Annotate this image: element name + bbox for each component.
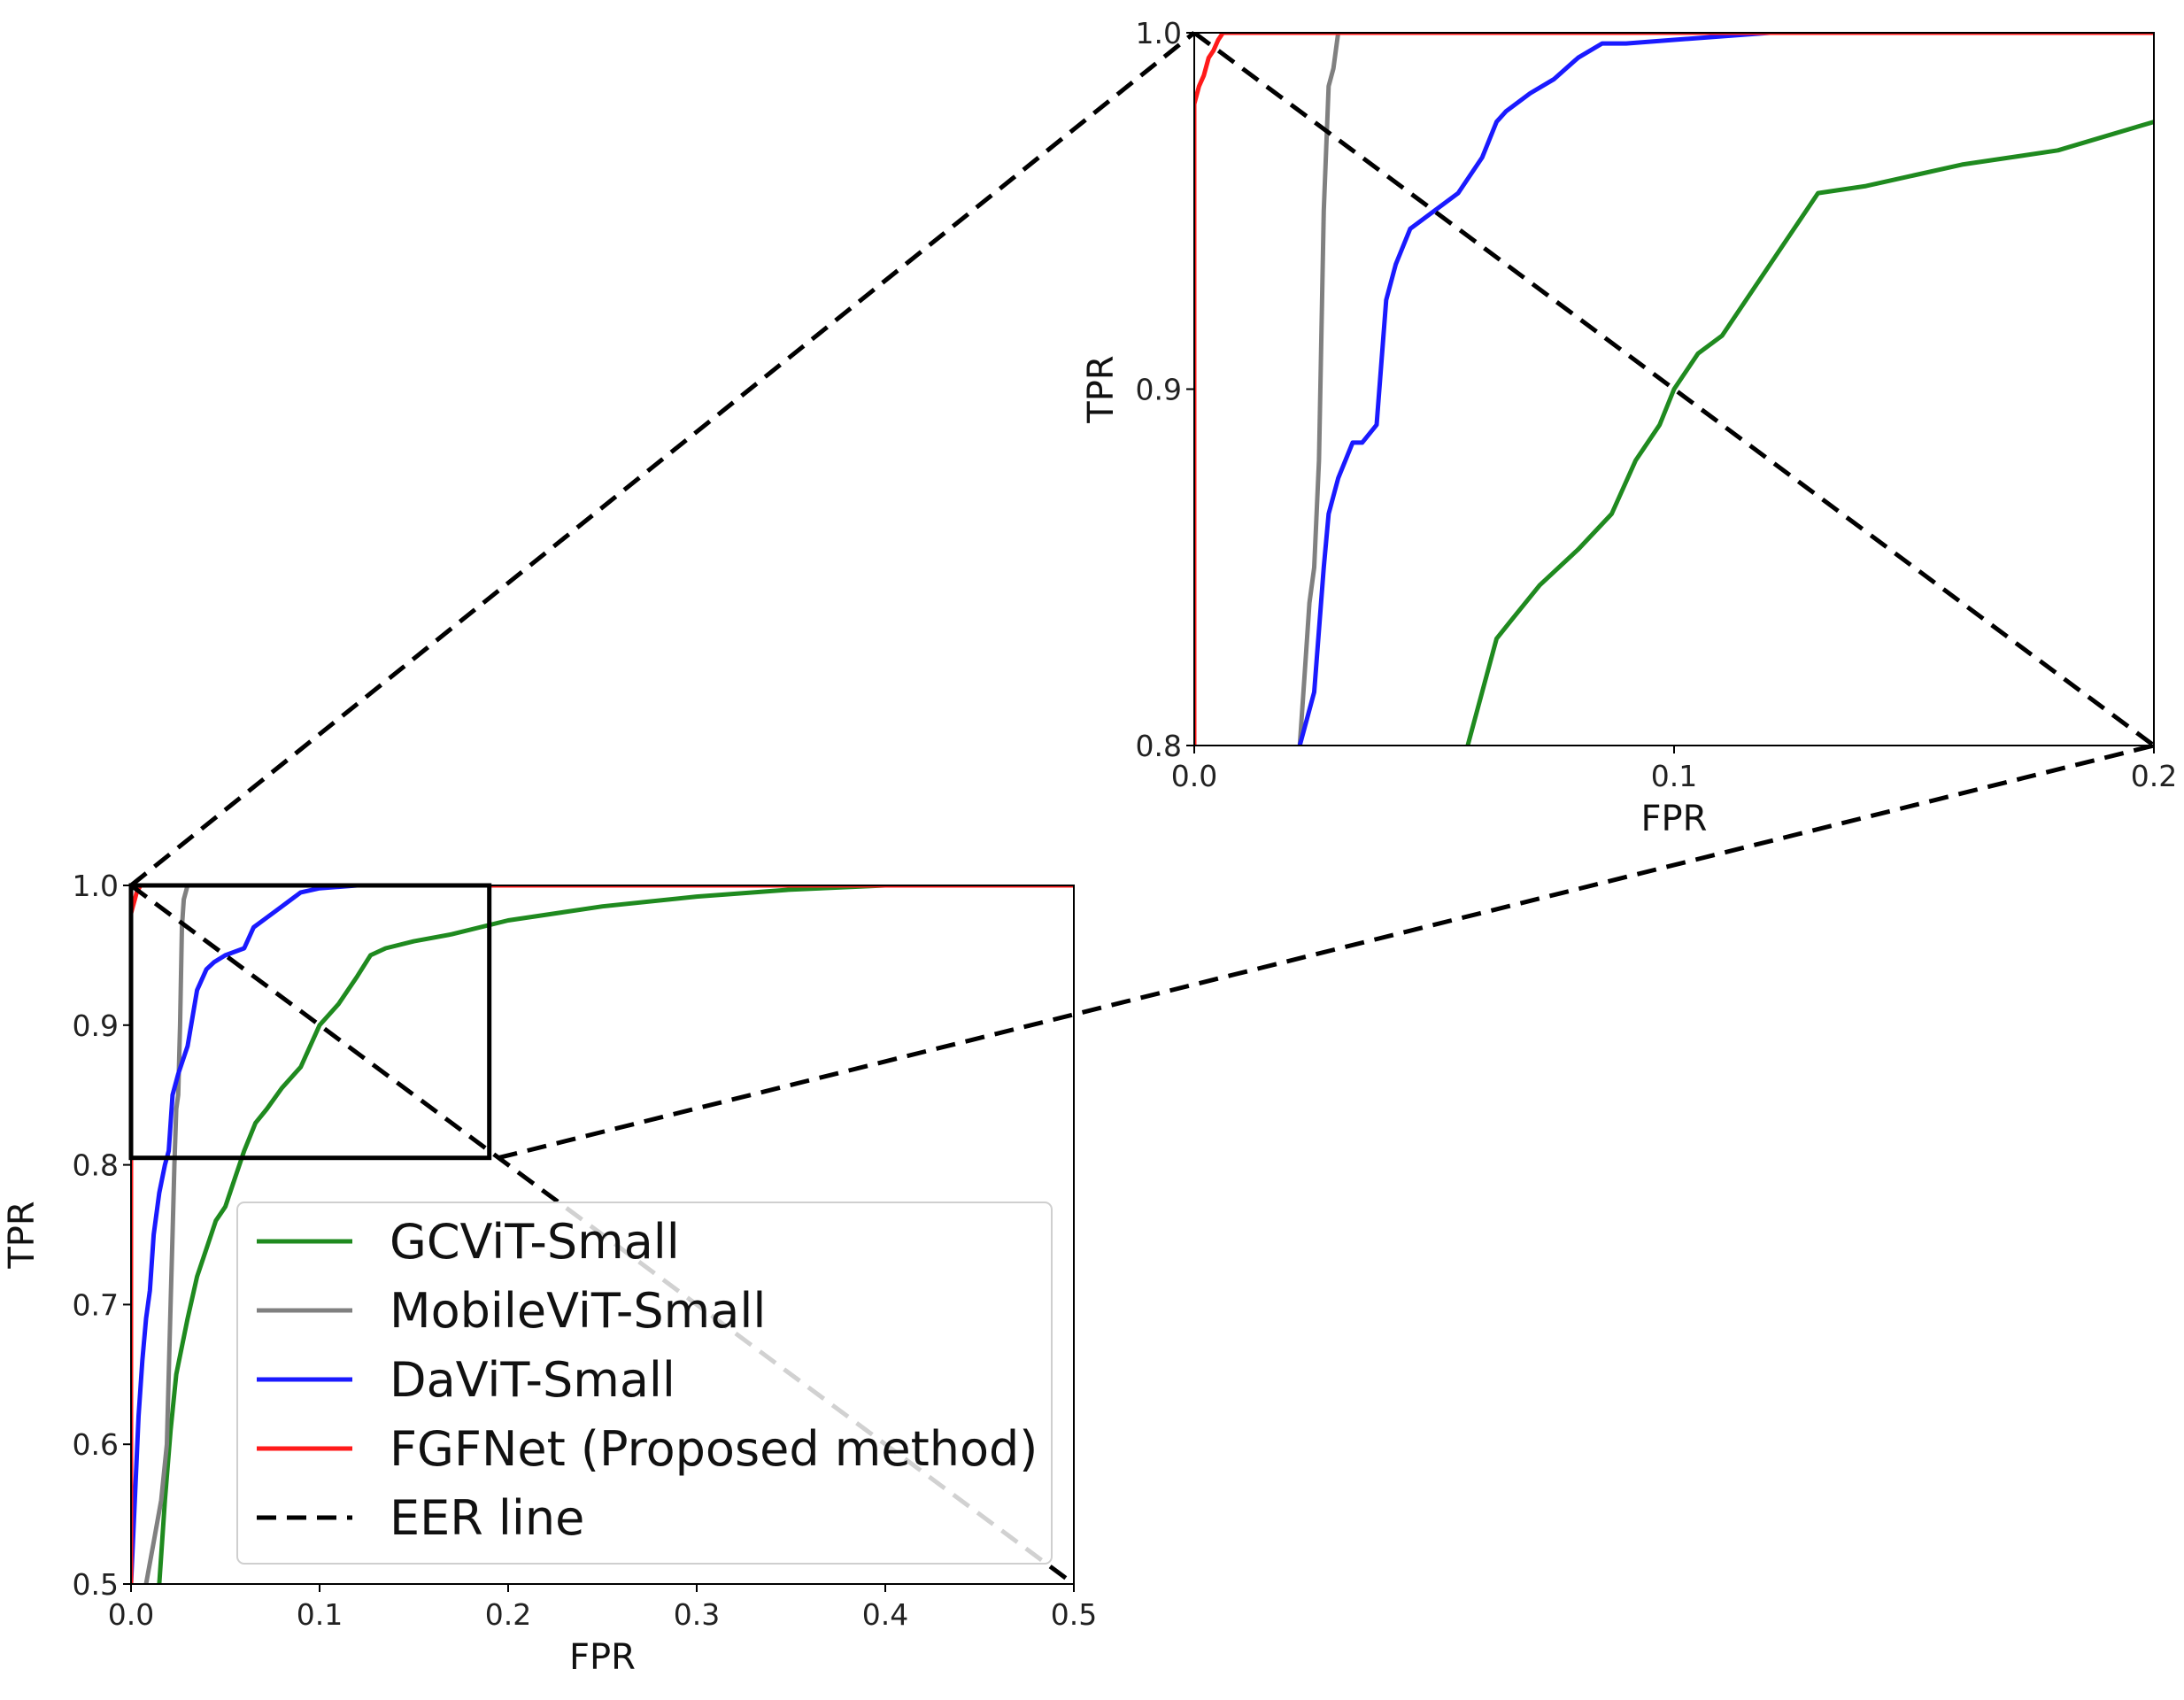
main-y-tick-label: 1.0 <box>73 869 119 903</box>
zoom-connector-bottom <box>498 743 2155 1161</box>
inset-series <box>1194 33 2154 746</box>
legend-box <box>236 1202 1053 1565</box>
legend-label-gcvit-small: GCViT-Small <box>390 1214 680 1270</box>
inset-series-fgfnet <box>1194 33 2154 746</box>
inset-x-axis-label: FPR <box>1641 799 1708 839</box>
inset-y-tick-label: 0.9 <box>1136 373 1182 407</box>
main-axes-frame <box>130 885 1075 1585</box>
inset-series-eer-line <box>1194 33 2154 746</box>
inset-y-tick-label: 1.0 <box>1136 16 1182 50</box>
inset-x-tick-label: 0.2 <box>2131 759 2177 793</box>
zoom-region-box <box>128 883 492 1161</box>
legend-label-eer-line: EER line <box>390 1490 584 1546</box>
legend-label-mobilevit-small: MobileViT-Small <box>390 1283 766 1339</box>
inset-series-davit-small <box>1297 33 2154 746</box>
main-y-tick-label: 0.6 <box>73 1427 119 1462</box>
main-x-tick-label: 0.3 <box>674 1597 720 1632</box>
legend-label-davit-small: DaViT-Small <box>390 1352 675 1408</box>
main-series-davit-small <box>131 885 1074 1584</box>
inset-y-tick-label: 0.8 <box>1136 729 1182 763</box>
main-x-tick-label: 0.0 <box>108 1597 154 1632</box>
main-x-tick-label: 0.5 <box>1051 1597 1097 1632</box>
inset-series-gcvit-small <box>1465 120 2154 746</box>
zoomed-roc-inset: 0.0 0.1 0.2 0.8 0.9 1.0 FPR TPR <box>1081 16 2177 839</box>
main-series-mobilevit-small <box>143 885 1074 1584</box>
main-y-tick-label: 0.8 <box>73 1148 119 1183</box>
main-x-tick-label: 0.1 <box>297 1597 343 1632</box>
inset-x-tick-label: 0.0 <box>1171 759 1217 793</box>
legend-label-fgfnet: FGFNet (Proposed method) <box>390 1421 1038 1477</box>
inset-x-tick-label: 0.1 <box>1651 759 1697 793</box>
main-x-axis-label: FPR <box>569 1637 636 1678</box>
main-y-tick-label: 0.7 <box>73 1287 119 1322</box>
inset-series-mobilevit-small <box>1297 33 2154 746</box>
main-y-tick-label: 0.9 <box>73 1008 119 1043</box>
main-x-tick-label: 0.2 <box>485 1597 531 1632</box>
zoom-connector-lines <box>129 31 2155 1161</box>
legend: GCViT-Small MobileViT-Small DaViT-Small FGF… <box>236 1202 1053 1565</box>
main-series-gcvit-small <box>157 885 1074 1584</box>
main-y-tick-label: 0.5 <box>73 1567 119 1602</box>
inset-y-axis-label: TPR <box>1081 355 1122 423</box>
main-x-tick-label: 0.4 <box>862 1597 908 1632</box>
zoom-connector-top <box>129 31 1196 887</box>
main-y-axis-label: TPR <box>2 1201 42 1269</box>
